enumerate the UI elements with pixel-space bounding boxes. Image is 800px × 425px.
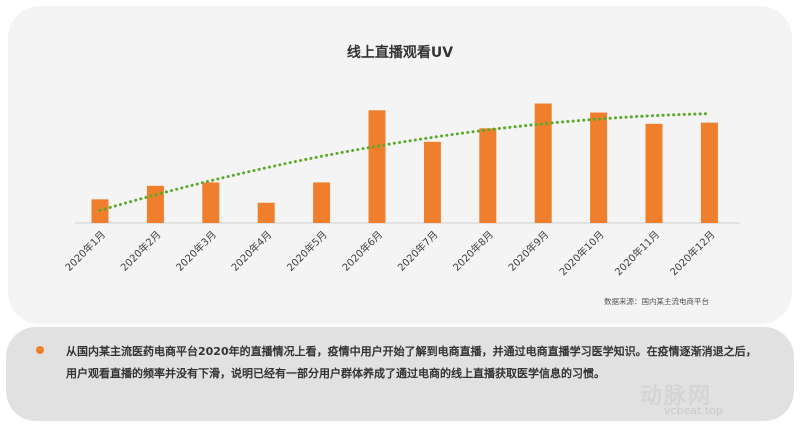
x-tick-label: 2020年5月 xyxy=(284,228,330,274)
x-tick-label: 2020年9月 xyxy=(505,228,551,274)
bar xyxy=(645,123,663,223)
x-tick-label: 2020年1月 xyxy=(62,228,108,274)
bullet-dot-icon xyxy=(36,346,44,354)
bar xyxy=(257,202,275,223)
x-tick-label: 2020年3月 xyxy=(173,228,219,274)
bar xyxy=(202,182,220,223)
x-tick-label: 2020年10月 xyxy=(556,228,606,278)
note-panel xyxy=(6,327,794,421)
x-tick-label: 2020年2月 xyxy=(118,228,164,274)
bar xyxy=(700,122,718,223)
bar xyxy=(146,185,164,223)
watermark-url: vcbeat.top xyxy=(664,404,723,417)
bar-chart: 2020年1月 2020年2月 2020年3月 2020年4月 2020年5月 2020年… xyxy=(62,103,740,278)
x-tick-label: 2020年12月 xyxy=(667,228,717,278)
note-paragraph: 从国内某主流医药电商平台2020年的直播情况上看，疫情中用户开始了解到电商直播，… xyxy=(66,345,757,380)
x-tick-label: 2020年4月 xyxy=(228,228,274,274)
trendline xyxy=(98,112,711,212)
x-tick-label: 2020年8月 xyxy=(450,228,496,274)
watermark-logo: 动脉网 xyxy=(640,384,713,409)
x-tick-label: 2020年11月 xyxy=(612,228,662,278)
x-tick-label: 2020年6月 xyxy=(339,228,385,274)
watermark: 动脉网 vcbeat.top xyxy=(640,376,800,422)
data-source: 数据来源：国内某主流电商平台 xyxy=(604,297,709,306)
bar xyxy=(368,110,386,223)
bar xyxy=(313,182,331,223)
bar xyxy=(590,112,608,223)
bar xyxy=(534,103,552,223)
x-tick-label: 2020年7月 xyxy=(395,228,441,274)
bar xyxy=(479,128,497,223)
chart-title: 线上直播观看UV xyxy=(346,45,454,61)
bar xyxy=(423,141,441,223)
